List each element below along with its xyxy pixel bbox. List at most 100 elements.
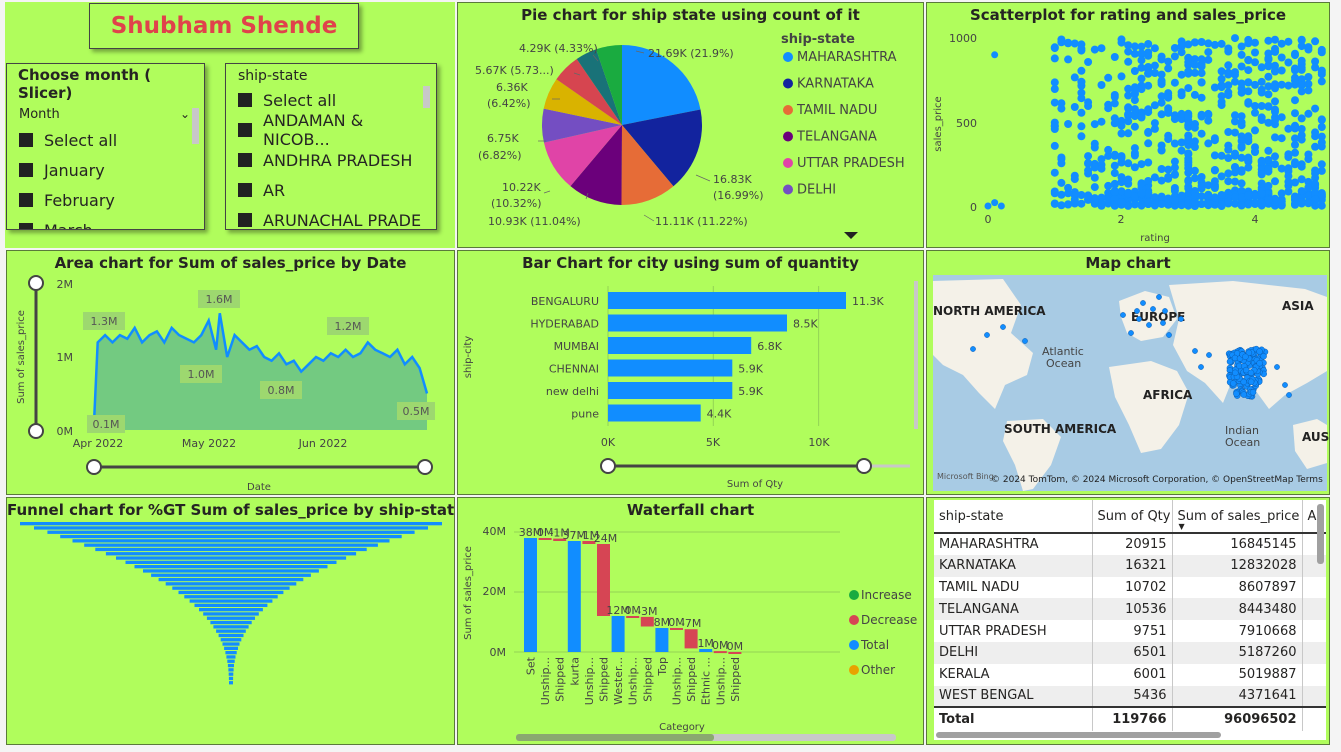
waterfall-bar[interactable] bbox=[684, 629, 698, 649]
scatter-point[interactable] bbox=[1197, 129, 1206, 138]
scatter-point[interactable] bbox=[1231, 77, 1239, 86]
waterfall-bar[interactable] bbox=[582, 541, 596, 544]
scatter-point[interactable] bbox=[1144, 69, 1153, 78]
scatter-point[interactable] bbox=[1164, 194, 1173, 203]
slicer-scrollbar[interactable] bbox=[423, 86, 430, 108]
waterfall-bar[interactable] bbox=[611, 616, 625, 652]
bar-scrollbar[interactable] bbox=[914, 281, 918, 429]
scatter-point[interactable] bbox=[1291, 140, 1299, 149]
scatter-point[interactable] bbox=[1177, 88, 1186, 97]
scatter-point[interactable] bbox=[1257, 88, 1266, 97]
scatter-point[interactable] bbox=[1077, 191, 1086, 199]
scatter-point[interactable] bbox=[1150, 173, 1159, 182]
scatter-point[interactable] bbox=[1251, 80, 1259, 89]
map-point[interactable] bbox=[1233, 390, 1240, 397]
waterfall-bar[interactable] bbox=[713, 651, 727, 654]
legend-marker[interactable] bbox=[783, 105, 793, 115]
scatter-point[interactable] bbox=[1317, 190, 1326, 199]
scatter-point[interactable] bbox=[1204, 39, 1213, 48]
scatter-point[interactable] bbox=[1304, 109, 1313, 118]
scatter-point[interactable] bbox=[1304, 73, 1313, 81]
pie-slice[interactable] bbox=[556, 59, 622, 125]
map-point[interactable] bbox=[1240, 378, 1247, 386]
scatter-point[interactable] bbox=[1097, 164, 1106, 173]
scatter-point[interactable] bbox=[1317, 77, 1326, 86]
funnel-bar[interactable] bbox=[105, 552, 357, 556]
scatter-point[interactable] bbox=[1257, 198, 1266, 207]
scatter-point[interactable] bbox=[1157, 176, 1166, 185]
scatter-point[interactable] bbox=[1184, 184, 1193, 193]
scatter-point[interactable] bbox=[1137, 201, 1146, 210]
scatter-point[interactable] bbox=[1130, 163, 1139, 172]
scatter-point[interactable] bbox=[1231, 70, 1239, 79]
scatter-point[interactable] bbox=[1197, 112, 1206, 121]
funnel-bar[interactable] bbox=[194, 603, 268, 607]
scatter-point[interactable] bbox=[1317, 201, 1326, 210]
scatter-point[interactable] bbox=[1057, 159, 1066, 168]
scatter-point[interactable] bbox=[1117, 187, 1126, 196]
scatter-point[interactable] bbox=[1204, 110, 1213, 119]
scatter-point[interactable] bbox=[1190, 68, 1199, 77]
scatter-point[interactable] bbox=[1110, 169, 1119, 178]
scatter-point[interactable] bbox=[1297, 81, 1306, 90]
scatter-point[interactable] bbox=[1050, 44, 1059, 53]
scatter-point[interactable] bbox=[1064, 200, 1073, 209]
bar[interactable] bbox=[608, 292, 846, 309]
scatter-point[interactable] bbox=[1317, 66, 1326, 75]
scatter-point[interactable] bbox=[1190, 166, 1199, 175]
chevron-down-icon[interactable]: ⌄ bbox=[179, 107, 190, 121]
scatter-point[interactable] bbox=[1164, 93, 1173, 102]
table-vertical-scrollbar[interactable] bbox=[1317, 504, 1324, 564]
scatter-point[interactable] bbox=[1217, 172, 1226, 181]
scatter-point[interactable] bbox=[1204, 48, 1213, 57]
funnel-bar[interactable] bbox=[216, 629, 246, 633]
slicer-item-february[interactable]: February bbox=[19, 185, 192, 215]
scatter-point[interactable] bbox=[1130, 42, 1139, 51]
y-zoom-handle-top[interactable] bbox=[28, 275, 44, 291]
scatter-point[interactable] bbox=[1050, 98, 1059, 107]
legend-marker[interactable] bbox=[783, 131, 793, 142]
scatter-point[interactable] bbox=[1257, 102, 1266, 110]
scatter-point[interactable] bbox=[1284, 164, 1293, 173]
legend-item[interactable]: Increase bbox=[861, 588, 912, 602]
scatter-point[interactable] bbox=[1050, 78, 1059, 87]
scatter-point[interactable] bbox=[1217, 200, 1226, 209]
scatter-point[interactable] bbox=[1170, 170, 1179, 179]
scatter-point[interactable] bbox=[1264, 62, 1273, 71]
scatter-point[interactable] bbox=[997, 202, 1005, 210]
map-point[interactable] bbox=[1178, 316, 1184, 322]
checkbox-icon[interactable] bbox=[238, 183, 252, 197]
legend-item[interactable]: MAHARASHTRA bbox=[797, 50, 897, 65]
scatter-point[interactable] bbox=[1077, 199, 1086, 208]
scatter-point[interactable] bbox=[1297, 87, 1306, 96]
slicer-item-select-all[interactable]: Select all bbox=[238, 85, 424, 115]
scatter-point[interactable] bbox=[1190, 60, 1199, 69]
map-point[interactable] bbox=[1198, 364, 1204, 370]
scatter-point[interactable] bbox=[1277, 80, 1286, 89]
scatter-point[interactable] bbox=[1070, 103, 1079, 111]
scatter-point[interactable] bbox=[1050, 168, 1059, 177]
scatter-point[interactable] bbox=[1090, 173, 1099, 182]
scatter-point[interactable] bbox=[1124, 84, 1133, 93]
scatter-point[interactable] bbox=[1224, 44, 1233, 53]
scatter-point[interactable] bbox=[1170, 157, 1179, 166]
scatter-point[interactable] bbox=[1251, 48, 1259, 57]
scatter-point[interactable] bbox=[1077, 108, 1086, 117]
scatter-point[interactable] bbox=[1237, 121, 1246, 130]
scatter-point[interactable] bbox=[1210, 134, 1219, 143]
funnel-bar[interactable] bbox=[172, 586, 290, 590]
scatter-point[interactable] bbox=[1117, 121, 1126, 130]
scatter-point[interactable] bbox=[1224, 68, 1233, 77]
scatter-point[interactable] bbox=[1231, 34, 1239, 43]
map-point[interactable] bbox=[1192, 348, 1198, 354]
scatter-point[interactable] bbox=[1150, 61, 1159, 70]
scatter-point[interactable] bbox=[1184, 67, 1193, 76]
legend-marker[interactable] bbox=[783, 184, 793, 195]
scatter-point[interactable] bbox=[1190, 38, 1199, 47]
funnel-bar[interactable] bbox=[227, 659, 235, 663]
funnel-bar[interactable] bbox=[72, 539, 390, 543]
month-slicer[interactable]: Choose month ( Slicer) Month ⌄ Select al… bbox=[6, 63, 205, 230]
scatter-point[interactable] bbox=[1237, 112, 1246, 121]
scatter-point[interactable] bbox=[1237, 42, 1246, 51]
scatter-point[interactable] bbox=[1124, 189, 1133, 198]
